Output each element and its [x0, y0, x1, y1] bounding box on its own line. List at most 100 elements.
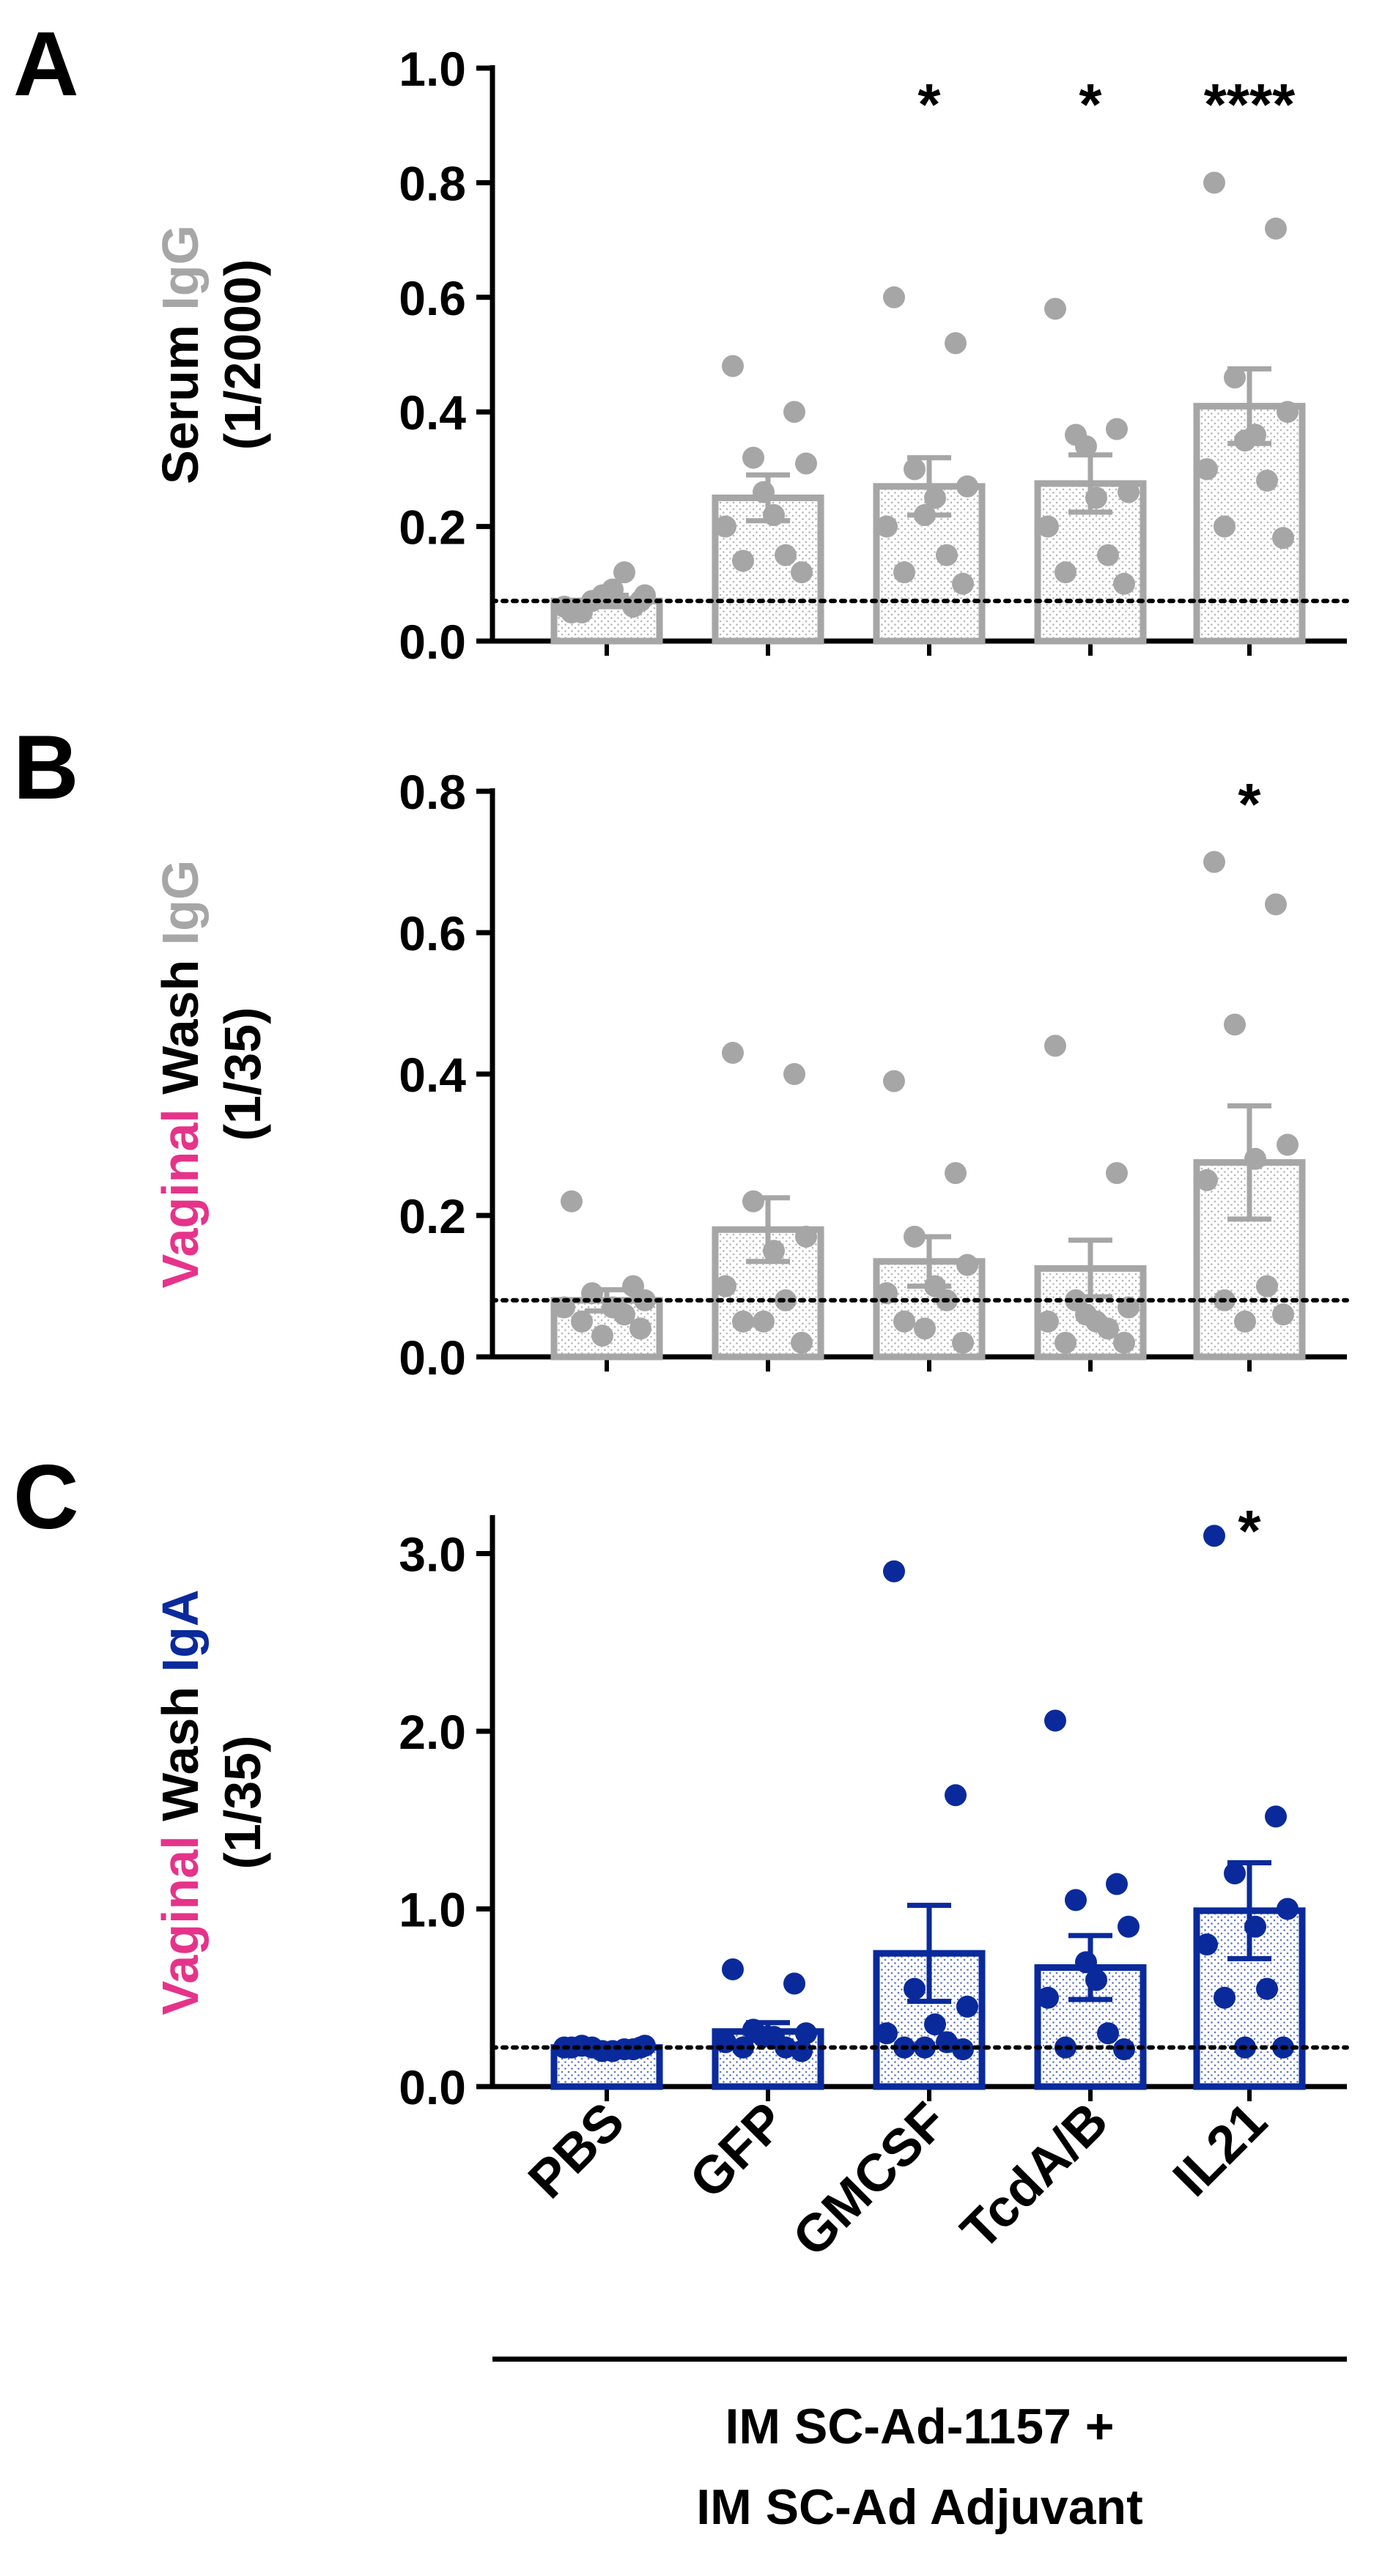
- data-point: [952, 572, 974, 595]
- y-axis-label: (1/2000): [214, 259, 271, 451]
- data-point: [722, 1958, 744, 1980]
- data-point: [945, 1784, 967, 1807]
- data-point: [1044, 1709, 1066, 1732]
- data-point: [1196, 1169, 1218, 1191]
- data-point: [1075, 435, 1097, 458]
- data-point: [722, 1042, 744, 1065]
- data-point: [753, 1310, 775, 1333]
- y-axis-label-part: (1/2000): [214, 259, 271, 451]
- data-point: [795, 2022, 817, 2045]
- data-point: [1113, 2038, 1135, 2061]
- data-point: [1256, 1275, 1278, 1298]
- data-point: [732, 1310, 754, 1333]
- data-point: [914, 1317, 936, 1340]
- data-point: [904, 1977, 926, 2000]
- data-point: [1106, 418, 1128, 440]
- y-tick-label: 0.2: [399, 500, 466, 555]
- data-point: [904, 458, 926, 481]
- category-label: GMCSF: [782, 2092, 958, 2268]
- data-point: [1118, 481, 1140, 503]
- data-point: [1037, 515, 1059, 538]
- data-point: [1097, 1317, 1119, 1340]
- data-point: [893, 561, 915, 584]
- data-point: [613, 561, 635, 584]
- data-point: [775, 544, 797, 566]
- y-tick-label: 0.6: [399, 906, 466, 961]
- data-point: [1214, 1986, 1236, 2009]
- data-point: [924, 486, 946, 509]
- category-label: TcdA/B: [950, 2092, 1119, 2261]
- data-point: [1075, 1951, 1097, 1974]
- data-point: [753, 2026, 775, 2048]
- data-point: [783, 1972, 805, 1995]
- y-tick-label: 3.0: [399, 1528, 466, 1582]
- data-point: [1055, 1331, 1076, 1354]
- data-point: [1113, 572, 1135, 595]
- data-point: [945, 1162, 967, 1185]
- data-point: [952, 2038, 974, 2061]
- data-point: [1075, 1303, 1097, 1326]
- data-point: [753, 481, 775, 503]
- significance-marker: *: [917, 72, 941, 137]
- data-point: [876, 515, 898, 538]
- data-point: [1256, 470, 1278, 492]
- y-tick-label: 0.4: [399, 1048, 466, 1102]
- y-axis-label-part: Serum: [152, 311, 209, 484]
- y-axis-label-part: IgA: [152, 1590, 209, 1673]
- data-point: [1065, 1889, 1087, 1911]
- data-point: [732, 549, 754, 572]
- data-point: [1277, 1898, 1299, 1920]
- data-point: [791, 2040, 813, 2062]
- data-point: [1277, 1133, 1299, 1156]
- y-tick-label: 0.0: [399, 1330, 466, 1385]
- data-point: [795, 1225, 817, 1248]
- y-tick-label: 2.0: [399, 1705, 466, 1759]
- data-point: [791, 1331, 813, 1354]
- data-point: [1214, 515, 1236, 538]
- group-label-line1: IM SC-Ad-1157 +: [725, 2399, 1115, 2454]
- y-tick-label: 0.0: [399, 2060, 466, 2114]
- data-point: [571, 1310, 593, 1333]
- data-point: [763, 1240, 785, 1262]
- data-point: [876, 2022, 898, 2045]
- data-point: [571, 601, 593, 623]
- data-point: [945, 332, 967, 355]
- data-point: [783, 1063, 805, 1085]
- y-axis-label-part: (1/35): [214, 1736, 271, 1870]
- data-point: [956, 475, 978, 497]
- significance-marker: ****: [1204, 72, 1296, 137]
- data-point: [1097, 544, 1119, 566]
- y-tick-label: 0.8: [399, 156, 466, 210]
- y-axis-label-part: Wash: [152, 1672, 209, 1821]
- data-point: [613, 2038, 635, 2061]
- panel-letter: C: [13, 1447, 79, 1548]
- data-point: [714, 1275, 736, 1298]
- significance-marker: *: [1079, 72, 1102, 137]
- data-point: [924, 2013, 946, 2036]
- data-point: [1272, 1303, 1294, 1326]
- data-point: [571, 2035, 593, 2057]
- y-axis-label: Vaginal Wash IgA: [152, 1590, 209, 2016]
- data-point: [1272, 527, 1294, 549]
- data-point: [1234, 1310, 1256, 1333]
- y-tick-label: 0.6: [399, 271, 466, 325]
- data-point: [956, 1995, 978, 2018]
- data-point: [1224, 1862, 1246, 1884]
- category-label: IL21: [1162, 2092, 1278, 2207]
- data-point: [629, 1317, 651, 1340]
- data-point: [1244, 1147, 1266, 1170]
- y-tick-label: 1.0: [399, 42, 466, 96]
- data-point: [936, 544, 958, 566]
- data-point: [952, 1331, 974, 1354]
- data-point: [914, 503, 936, 526]
- y-axis-label-part: IgG: [152, 860, 209, 946]
- data-point: [1097, 2022, 1119, 2045]
- data-point: [1044, 1035, 1066, 1057]
- data-point: [883, 1070, 905, 1092]
- data-point: [591, 1325, 613, 1347]
- group-label-line2: IM SC-Ad Adjuvant: [696, 2479, 1142, 2535]
- data-point: [1085, 486, 1107, 509]
- data-point: [1085, 1969, 1107, 1991]
